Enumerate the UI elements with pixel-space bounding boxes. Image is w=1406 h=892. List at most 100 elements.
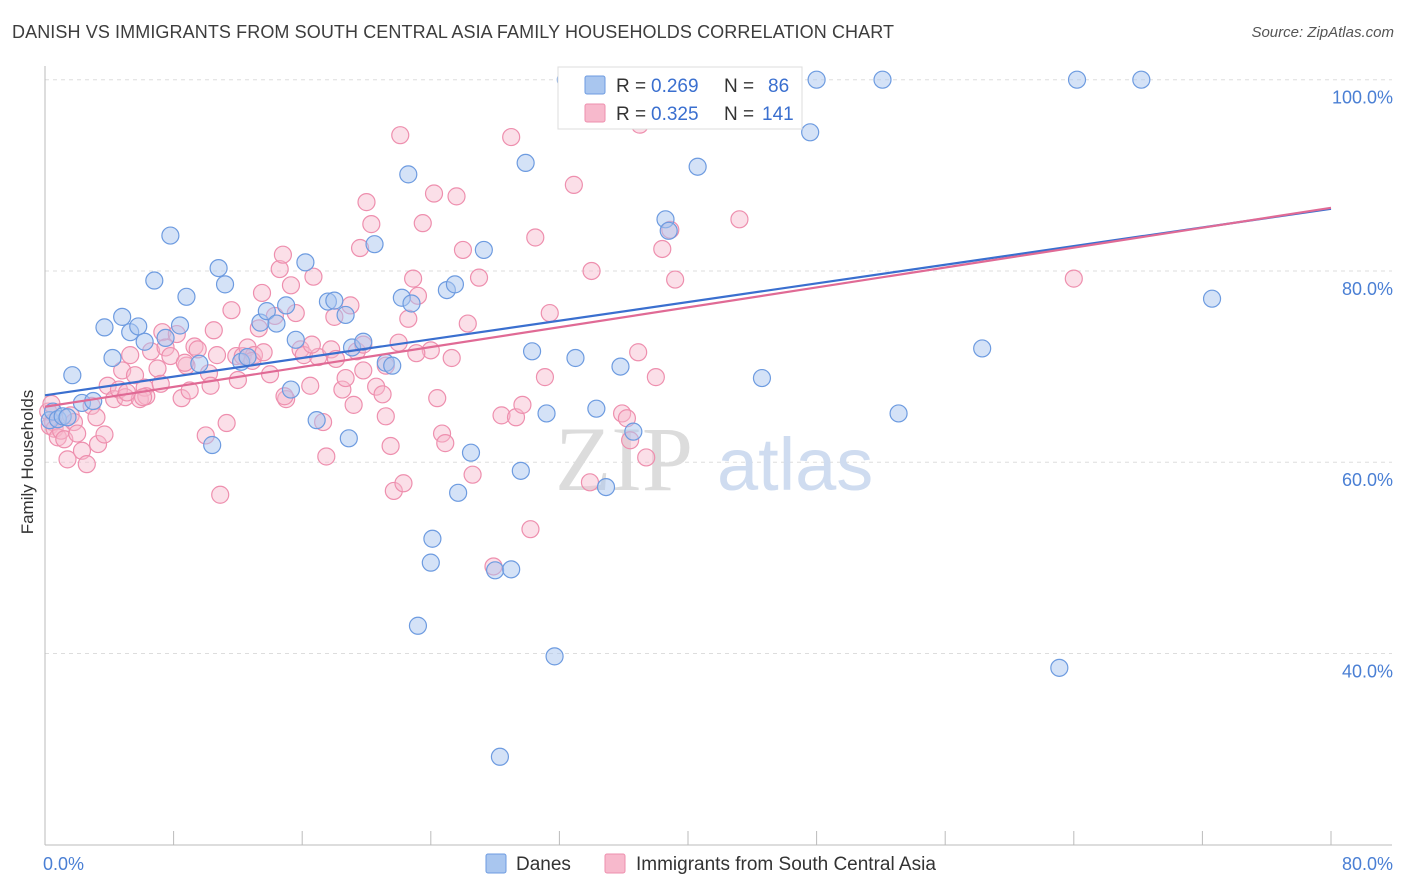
legend: R = 0.269 N = 86 R = 0.325 N = 141 <box>557 66 803 130</box>
data-point-danes <box>177 287 196 306</box>
data-point-danes <box>209 258 228 278</box>
data-point-immigrants <box>211 485 230 504</box>
data-point-danes <box>659 221 678 240</box>
data-point-danes <box>145 271 164 290</box>
y-tick-label: 60.0% <box>1342 470 1393 490</box>
legend-n-immigrants: 141 <box>762 104 794 125</box>
data-point-danes <box>596 477 616 497</box>
trend-line-immigrants <box>44 206 1332 408</box>
data-point-danes <box>1132 70 1151 89</box>
data-point-immigrants <box>521 520 540 539</box>
data-point-immigrants <box>254 343 273 362</box>
watermark: ZIP atlas <box>555 408 873 510</box>
data-point-immigrants <box>222 301 241 320</box>
data-point-danes <box>129 317 148 336</box>
data-point-danes <box>486 561 505 580</box>
data-point-danes <box>402 294 421 313</box>
data-point-danes <box>1050 658 1069 677</box>
data-point-immigrants <box>260 365 280 384</box>
data-point-immigrants <box>302 335 321 354</box>
data-point-immigrants <box>432 424 452 443</box>
data-point-immigrants <box>185 337 204 356</box>
data-point-immigrants <box>228 370 247 390</box>
data-point-danes <box>336 305 355 325</box>
bottom-legend-immigrants: Immigrants from South Central Asia <box>636 854 936 875</box>
data-point-immigrants <box>87 408 106 427</box>
data-point-danes <box>277 296 296 315</box>
data-point-immigrants <box>376 407 395 426</box>
data-point-immigrants <box>629 343 648 362</box>
data-point-immigrants <box>125 366 145 385</box>
data-point-danes <box>449 483 468 502</box>
data-point-danes <box>170 316 190 335</box>
data-point-danes <box>399 165 418 184</box>
data-point-danes <box>624 422 643 441</box>
axes <box>44 66 1392 846</box>
data-point-immigrants <box>391 126 410 145</box>
data-point-danes <box>58 408 77 427</box>
data-point-danes <box>161 226 180 245</box>
legend-swatch-immigrants <box>584 103 606 123</box>
data-point-immigrants <box>535 368 555 387</box>
data-point-immigrants <box>304 267 323 286</box>
data-point-immigrants <box>95 425 114 444</box>
data-point-immigrants <box>463 465 482 484</box>
data-point-danes <box>537 404 556 423</box>
data-point-danes <box>408 616 428 635</box>
data-point-immigrants <box>424 184 444 203</box>
data-point-immigrants <box>666 270 685 289</box>
data-point-danes <box>688 157 707 176</box>
tick-labels: 100.0% 80.0% 60.0% 40.0% 0.0% 80.0% <box>43 88 1393 874</box>
y-tick-label: 80.0% <box>1342 279 1393 299</box>
data-point-danes <box>516 153 535 173</box>
data-point-immigrants <box>526 228 545 247</box>
data-point-danes <box>421 553 440 572</box>
y-tick-label: 40.0% <box>1342 662 1393 682</box>
data-point-immigrants <box>273 245 293 264</box>
data-point-immigrants <box>502 127 521 147</box>
data-point-immigrants <box>646 368 665 387</box>
data-point-danes <box>339 429 358 448</box>
trend-line-danes <box>44 207 1332 397</box>
watermark-atlas: atlas <box>717 423 873 506</box>
bottom-legend-danes: Danes <box>516 854 571 875</box>
data-point-danes <box>190 354 209 373</box>
data-point-danes <box>474 240 493 260</box>
data-point-immigrants <box>88 434 108 454</box>
chart-title: DANISH VS IMMIGRANTS FROM SOUTH CENTRAL … <box>12 22 895 42</box>
data-point-immigrants <box>453 240 473 260</box>
data-point-danes <box>95 318 114 337</box>
data-point-danes <box>286 330 305 349</box>
x-tick-label: 0.0% <box>43 854 84 874</box>
data-point-immigrants <box>428 389 447 408</box>
legend-r-label-immigrants: R = <box>616 104 646 125</box>
data-point-immigrants <box>730 210 749 229</box>
data-point-immigrants <box>317 447 336 466</box>
data-point-danes <box>156 328 175 348</box>
data-point-immigrants <box>582 261 601 281</box>
legend-swatch-danes <box>584 75 606 95</box>
data-point-immigrants <box>72 441 92 460</box>
data-point-immigrants <box>436 434 455 453</box>
data-point-immigrants <box>336 368 355 388</box>
x-tick-label: 80.0% <box>1342 854 1393 874</box>
data-point-immigrants <box>394 474 413 493</box>
data-point-immigrants <box>301 376 320 395</box>
data-point-immigrants <box>407 344 426 363</box>
legend-r-immigrants: 0.325 <box>651 104 699 125</box>
data-point-danes <box>445 275 465 294</box>
data-point-immigrants <box>564 175 583 194</box>
data-point-immigrants <box>513 395 532 414</box>
bottom-legend: Danes Immigrants from South Central Asia <box>485 853 936 875</box>
trend-lines <box>44 206 1332 408</box>
data-point-immigrants <box>357 193 376 212</box>
data-point-danes <box>1202 289 1222 308</box>
data-point-danes <box>587 399 606 418</box>
data-point-immigrants <box>653 239 672 259</box>
data-point-immigrants <box>58 450 77 469</box>
data-point-danes <box>296 253 315 272</box>
data-point-danes <box>103 348 122 368</box>
data-point-danes <box>461 443 481 462</box>
data-point-immigrants <box>399 309 418 328</box>
data-point-immigrants <box>281 276 301 295</box>
